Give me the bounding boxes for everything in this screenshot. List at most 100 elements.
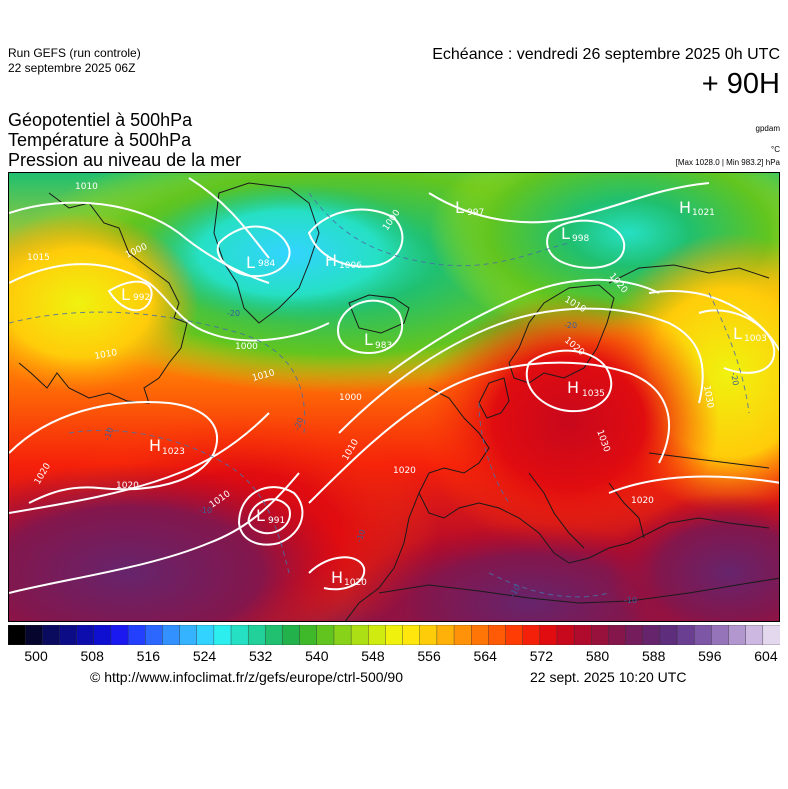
colorbar-swatch [179,625,198,645]
center-letter: H [325,251,337,270]
colorbar-swatch [127,625,146,645]
colorbar-swatch [196,625,215,645]
colorbar-swatch [59,625,78,645]
center-value: 983 [375,341,392,351]
isotherm-label: -10 [102,426,115,441]
isobar-label: 1010 [94,348,119,362]
run-date: 22 septembre 2025 06Z [8,61,136,75]
weather-map: H 1021 L 997 L 998 L 984 H 1006 L 992 L … [8,172,780,622]
center-letter: H [679,198,691,217]
center-value: 1003 [744,334,767,344]
center-value: 984 [258,259,275,269]
colorbar-swatch [402,625,421,645]
colorbar-swatch [93,625,112,645]
generated-time: 22 sept. 2025 10:20 UTC [530,669,687,685]
colorbar-tick-label: 516 [136,648,161,664]
colorbar-swatch [556,625,575,645]
isotherm-label: -10 [354,528,367,543]
colorbar-swatch [110,625,129,645]
colorbar-swatch [471,625,490,645]
run-label: Run GEFS (run controle) [8,46,141,60]
colorbar-tick-label: 580 [585,648,610,664]
isobars [9,177,779,594]
isotherm-label: -10 [199,506,212,515]
colorbar-swatch [230,625,249,645]
center-letter: L [455,198,464,217]
center-letter: H [331,568,343,587]
colorbar-swatch [162,625,181,645]
colorbar-swatch [694,625,713,645]
colorbar [8,625,780,645]
lead-time: + 90H [701,68,780,100]
valid-time: Echéance : vendredi 26 septembre 2025 0h… [432,46,780,63]
pressure-centers: H 1021 L 997 L 998 L 984 H 1006 L 992 L … [121,198,767,588]
colorbar-swatch [8,625,26,645]
colorbar-tick-label: 596 [698,648,722,664]
colorbar-swatch [333,625,352,645]
center-value: 1021 [692,208,715,218]
colorbar-swatch [247,625,267,645]
center-letter: H [567,378,579,397]
isotherm-label: -10 [624,596,637,605]
colorbar-swatch [145,625,164,645]
center-value: 1006 [339,261,362,271]
colorbar-tick-label: 572 [529,648,554,664]
colorbar-tick-label: 556 [417,648,441,664]
colorbar-swatch [488,625,507,645]
center-letter: L [364,330,373,349]
center-letter: L [733,324,742,343]
isotherm-label: -20 [564,321,577,330]
colorbar-tick-label: 532 [248,648,273,664]
isobar-label: 1010 [75,182,98,192]
colorbar-swatch [265,625,284,645]
colorbar-swatch [762,625,780,645]
isobar-label: 1020 [631,496,654,506]
colorbar-swatch [591,625,610,645]
colorbar-swatch [676,625,695,645]
weather-map-svg: H 1021 L 997 L 998 L 984 H 1006 L 992 L … [9,173,779,621]
center-letter: H [149,436,161,455]
colorbar-swatch [419,625,438,645]
isotherm-labels: -20 -20 -20 -20 -10 -10 -10 -10 -10 [102,309,740,605]
isobar-label: 1020 [116,481,139,491]
colorbar-swatch [642,625,661,645]
colorbar-swatch [573,625,592,645]
colorbar-swatch [659,625,678,645]
field-geopotential: Géopotentiel à 500hPa [8,110,193,130]
colorbar-swatch [453,625,472,645]
credit-link[interactable]: © http://www.infoclimat.fr/z/gefs/europe… [90,669,404,685]
center-letter: L [246,253,255,272]
colorbar-tick-label: 540 [305,648,329,664]
colorbar-swatch [282,625,301,645]
center-value: 991 [268,516,285,526]
colorbar-swatch [24,625,44,645]
center-value: 1023 [162,447,185,457]
isotherm-label: -20 [227,309,240,318]
colorbar-swatch [299,625,318,645]
colorbar-swatch [385,625,404,645]
isobar-label: 1030 [701,385,715,410]
center-value: 992 [133,293,150,303]
isobar-label: 1020 [393,466,416,476]
center-value: 1020 [344,578,367,588]
center-letter: L [561,224,570,243]
colorbar-swatch [350,625,369,645]
center-value: 997 [467,208,484,218]
colorbar-swatch [522,625,541,645]
colorbar-tick-label: 548 [361,648,385,664]
colorbar-tick-label: 604 [754,648,778,664]
colorbar-swatch [436,625,455,645]
unit-temperature: °C [771,145,780,154]
unit-geopotential: gpdam [755,124,780,133]
colorbar-tick-label: 524 [192,648,217,664]
coastlines [18,182,779,621]
unit-pressure-range: [Max 1028.0 | Min 983.2] hPa [675,158,780,167]
colorbar-swatch [368,625,387,645]
isobar-label: 1015 [27,253,50,263]
center-letter: L [256,506,265,525]
isotherm-label: -20 [292,416,305,431]
isobar-label: 1000 [339,393,362,403]
colorbar-swatch [213,625,232,645]
colorbar-swatch [539,625,558,645]
center-value: 1035 [582,389,605,399]
